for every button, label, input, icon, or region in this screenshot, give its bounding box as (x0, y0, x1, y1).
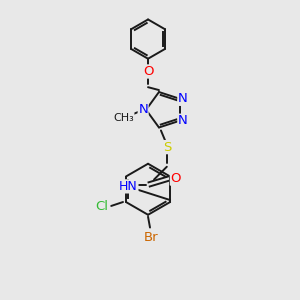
Text: O: O (170, 172, 181, 185)
Text: S: S (164, 141, 172, 154)
Text: N: N (178, 114, 188, 127)
Text: O: O (143, 65, 153, 78)
Text: CH₃: CH₃ (113, 112, 134, 123)
Text: N: N (138, 103, 148, 116)
Text: N: N (178, 92, 188, 105)
Text: HN: HN (119, 180, 138, 193)
Text: Cl: Cl (95, 200, 108, 213)
Text: Br: Br (144, 231, 158, 244)
